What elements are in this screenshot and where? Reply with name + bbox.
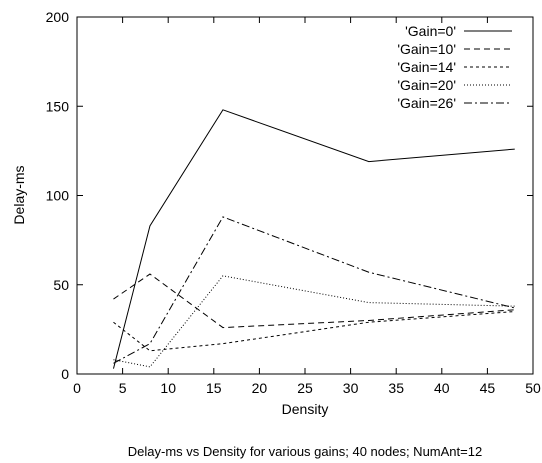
y-axis-label: Delay-ms: [11, 165, 27, 224]
y-tick-label: 150: [46, 98, 70, 114]
series-line-gain-3: [113, 275, 515, 368]
x-tick-label: 15: [206, 380, 222, 396]
y-tick-label: 200: [46, 9, 70, 25]
series-line-gain-1: [113, 273, 515, 329]
x-tick-label: 10: [160, 380, 176, 396]
y-tick-label: 100: [46, 188, 70, 204]
x-axis-label: Density: [282, 401, 329, 417]
series-lines: [112, 109, 515, 369]
legend: 'Gain=0' 'Gain=10' 'Gain=14' 'Gain=20' 'Gain…: [397, 23, 512, 111]
x-tick-label: 5: [119, 380, 127, 396]
x-tick-label: 40: [434, 380, 450, 396]
series-line-gain-2: [113, 311, 515, 352]
legend-label: 'Gain=10': [397, 41, 456, 57]
x-tick-label: 45: [480, 380, 496, 396]
x-tick-label: 20: [252, 380, 268, 396]
legend-label: 'Gain=0': [405, 23, 456, 39]
y-tick-label: 50: [53, 277, 69, 293]
x-tick-label: 0: [73, 380, 81, 396]
legend-label: 'Gain=26': [397, 95, 456, 111]
series-line-gain-4: [113, 216, 515, 364]
x-tick-label: 50: [525, 380, 541, 396]
x-tick-label: 35: [388, 380, 404, 396]
legend-label: 'Gain=14': [397, 59, 456, 75]
legend-label: 'Gain=20': [397, 77, 456, 93]
x-tick-label: 30: [343, 380, 359, 396]
y-tick-label: 0: [61, 366, 69, 382]
plot-frame: [76, 16, 534, 375]
series-line-gain-0: [112, 109, 515, 369]
chart-caption: Delay-ms vs Density for various gains; 4…: [128, 444, 482, 459]
axis-ticks: 0 5 10 15 20 25 30 35 40 45 50 0 50 100 150 200: [46, 9, 541, 396]
x-tick-label: 25: [297, 380, 313, 396]
